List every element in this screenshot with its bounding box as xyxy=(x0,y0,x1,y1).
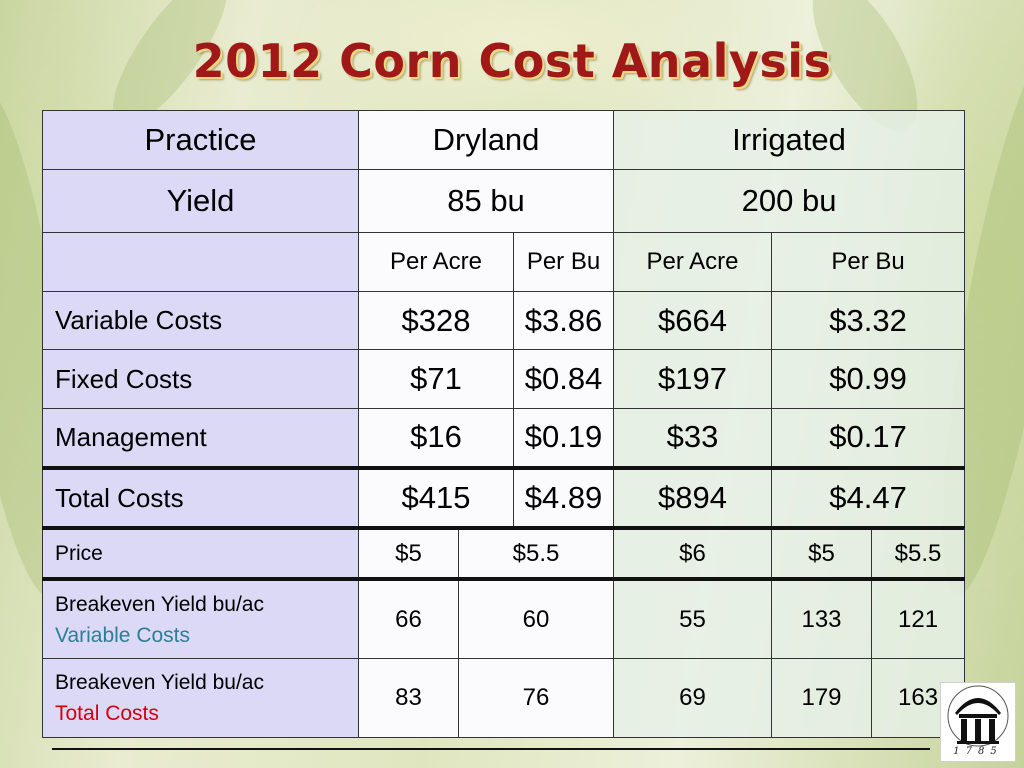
cost-value: $415 xyxy=(358,467,514,531)
logo-year: 1785 xyxy=(953,746,1003,757)
irrigated-header: Irrigated xyxy=(613,110,966,170)
irrigated-yield: 200 bu xyxy=(613,168,966,233)
cost-value: $3.32 xyxy=(771,290,966,351)
dryland-yield: 85 bu xyxy=(357,168,615,233)
cost-row-label: Variable Costs xyxy=(42,290,359,351)
university-arch-logo-icon: 1785 xyxy=(940,682,1016,762)
breakeven-label-line2: Variable Costs xyxy=(55,623,191,647)
breakeven-value: 121 xyxy=(871,578,966,659)
price-label: Price xyxy=(42,527,359,582)
cost-value: $16 xyxy=(358,408,514,470)
total-cost-row: Total Costs $415 $4.89 $894 $4.47 xyxy=(42,467,966,531)
bottom-divider xyxy=(52,748,930,750)
units-row: Per Acre Per Bu Per Acre Per Bu xyxy=(42,231,966,292)
price-value: $5.5 xyxy=(457,527,615,582)
practice-label: Practice xyxy=(42,110,359,170)
total-cost-label: Total Costs xyxy=(42,467,359,531)
cost-value: $328 xyxy=(358,290,514,351)
units-blank-cell xyxy=(42,231,359,292)
cost-value: $0.19 xyxy=(512,408,615,470)
cost-value: $3.86 xyxy=(512,290,615,351)
yield-label: Yield xyxy=(42,168,359,233)
breakeven-label: Breakeven Yield bu/ac Variable Costs xyxy=(42,578,359,659)
breakeven-row: Breakeven Yield bu/ac Variable Costs 66 … xyxy=(42,578,966,659)
breakeven-label-line1: Breakeven Yield bu/ac xyxy=(55,592,264,616)
unit-header: Per Bu xyxy=(512,231,615,292)
breakeven-label-line2: Total Costs xyxy=(55,701,159,725)
breakeven-value: 66 xyxy=(358,578,459,659)
breakeven-value: 133 xyxy=(771,578,873,659)
cost-table: Practice Dryland Irrigated Yield 85 bu 2… xyxy=(42,110,966,739)
unit-header: Per Acre xyxy=(613,231,773,292)
cost-row-label: Fixed Costs xyxy=(42,349,359,410)
cost-row: Management $16 $0.19 $33 $0.17 xyxy=(42,408,966,470)
unit-header: Per Acre xyxy=(358,231,514,292)
breakeven-value: 76 xyxy=(457,657,615,739)
cost-row-label: Management xyxy=(42,408,359,470)
dryland-header: Dryland xyxy=(357,110,615,170)
cost-value: $4.89 xyxy=(512,467,615,531)
unit-header: Per Bu xyxy=(771,231,966,292)
price-value: $5.5 xyxy=(871,527,966,582)
cost-row: Variable Costs $328 $3.86 $664 $3.32 xyxy=(42,290,966,351)
cost-value: $197 xyxy=(613,349,773,410)
breakeven-value: 55 xyxy=(613,578,773,659)
yield-row: Yield 85 bu 200 bu xyxy=(42,168,966,233)
breakeven-label-line1: Breakeven Yield bu/ac xyxy=(55,670,264,694)
cost-row: Fixed Costs $71 $0.84 $197 $0.99 xyxy=(42,349,966,410)
cost-value: $71 xyxy=(358,349,514,410)
page-title: 2012 Corn Cost Analysis xyxy=(192,34,832,88)
cost-value: $664 xyxy=(613,290,773,351)
breakeven-value: 60 xyxy=(457,578,615,659)
price-value: $5 xyxy=(771,527,873,582)
arch-columns-icon xyxy=(947,685,1009,747)
breakeven-row: Breakeven Yield bu/ac Total Costs 83 76 … xyxy=(42,657,966,739)
breakeven-value: 179 xyxy=(771,657,873,739)
price-value: $5 xyxy=(358,527,459,582)
breakeven-value: 83 xyxy=(358,657,459,739)
practice-row: Practice Dryland Irrigated xyxy=(42,110,966,170)
cost-value: $894 xyxy=(613,467,773,531)
cost-value: $0.99 xyxy=(771,349,966,410)
cost-value: $4.47 xyxy=(771,467,966,531)
breakeven-label: Breakeven Yield bu/ac Total Costs xyxy=(42,657,359,739)
price-value: $6 xyxy=(613,527,773,582)
cost-value: $0.17 xyxy=(771,408,966,470)
cost-value: $0.84 xyxy=(512,349,615,410)
price-row: Price $5 $5.5 $6 $5 $5.5 $6 xyxy=(42,527,966,582)
breakeven-value: 69 xyxy=(613,657,773,739)
cost-value: $33 xyxy=(613,408,773,470)
